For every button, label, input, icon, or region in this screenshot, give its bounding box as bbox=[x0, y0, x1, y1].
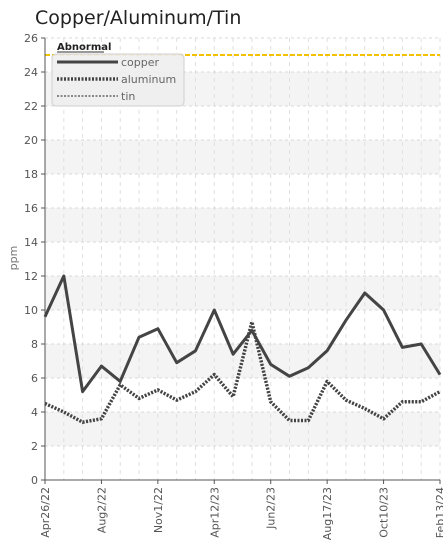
y-tick-label: 16 bbox=[24, 202, 38, 215]
x-tick-label: Nov1/22 bbox=[152, 487, 165, 533]
band bbox=[45, 140, 440, 174]
x-tick-label: Feb13/24 bbox=[434, 487, 443, 538]
y-tick-label: 10 bbox=[24, 304, 38, 317]
y-tick-label: 24 bbox=[24, 66, 38, 79]
legend-label-aluminum: aluminum bbox=[121, 73, 176, 86]
y-tick-label: 26 bbox=[24, 32, 38, 45]
y-tick-label: 12 bbox=[24, 270, 38, 283]
x-tick-label: Oct10/23 bbox=[378, 487, 391, 538]
legend-threshold-label: Abnormal bbox=[57, 42, 111, 53]
x-tick-label: Apr12/23 bbox=[208, 487, 221, 538]
series-aluminum bbox=[44, 320, 441, 424]
axes bbox=[44, 38, 440, 481]
y-tick-label: 2 bbox=[31, 440, 38, 453]
x-tick-label: Jun2/23 bbox=[265, 487, 278, 530]
series-lines bbox=[43, 274, 442, 424]
band bbox=[45, 412, 440, 446]
y-tick-label: 4 bbox=[31, 406, 38, 419]
x-tick-label: Apr26/22 bbox=[39, 487, 52, 538]
series-copper bbox=[43, 274, 442, 394]
y-tick-label: 18 bbox=[24, 168, 38, 181]
background-bands bbox=[45, 72, 440, 446]
chart-title: Copper/Aluminum/Tin bbox=[35, 7, 242, 29]
y-tick-label: 6 bbox=[31, 372, 38, 385]
y-tick-label: 14 bbox=[24, 236, 38, 249]
y-tick-label: 20 bbox=[24, 134, 38, 147]
x-tick-label: Aug17/23 bbox=[321, 487, 334, 540]
band bbox=[45, 276, 440, 310]
y-axis-label: ppm bbox=[7, 246, 20, 271]
y-tick-label: 8 bbox=[31, 338, 38, 351]
y-tick-label: 22 bbox=[24, 100, 38, 113]
band bbox=[45, 208, 440, 242]
x-tick-label: Aug2/22 bbox=[95, 487, 108, 533]
legend-label-tin: tin bbox=[121, 90, 135, 103]
legend-label-copper: copper bbox=[121, 56, 160, 69]
y-tick-label: 0 bbox=[31, 474, 38, 487]
legend: Abnormal copper aluminum tin bbox=[51, 42, 185, 107]
x-axis-ticks: Apr26/22 Aug2/22 Nov1/22 Apr12/23 Jun2/23 Aug… bbox=[39, 480, 443, 540]
